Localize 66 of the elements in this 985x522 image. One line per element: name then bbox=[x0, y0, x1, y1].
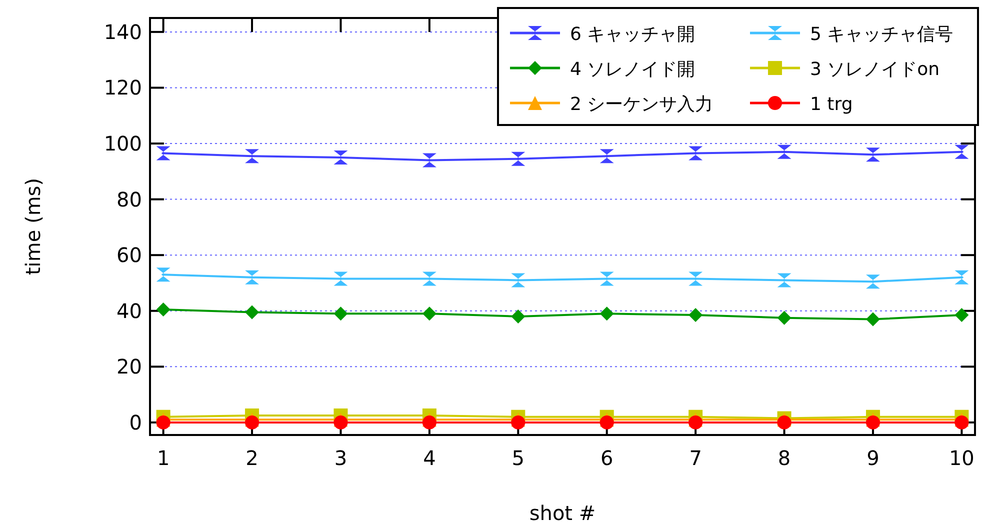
point bbox=[954, 415, 969, 430]
x-tick-label: 3 bbox=[334, 446, 348, 470]
point bbox=[422, 306, 436, 321]
legend-label: 4 ソレノイド開 bbox=[570, 59, 696, 80]
x-tick-label: 7 bbox=[689, 446, 702, 470]
legend-label: 3 ソレノイドon bbox=[810, 59, 940, 80]
point bbox=[156, 415, 170, 430]
point bbox=[511, 273, 526, 288]
point bbox=[156, 268, 170, 282]
point bbox=[688, 415, 703, 430]
point bbox=[954, 308, 969, 322]
x-tick-label: 2 bbox=[246, 446, 258, 470]
point bbox=[600, 272, 614, 286]
point bbox=[600, 149, 614, 164]
point bbox=[777, 415, 792, 430]
y-axis-title: time (ms) bbox=[21, 178, 45, 276]
point bbox=[777, 310, 792, 325]
point bbox=[511, 152, 526, 166]
point bbox=[422, 272, 436, 286]
point bbox=[866, 312, 880, 326]
point bbox=[688, 146, 703, 160]
point bbox=[511, 309, 526, 324]
point bbox=[511, 415, 526, 430]
point bbox=[688, 308, 703, 322]
point bbox=[156, 302, 170, 316]
legend-label: 5 キャッチャ信号 bbox=[810, 24, 954, 45]
point bbox=[245, 149, 260, 164]
point bbox=[688, 272, 703, 286]
x-axis-title: shot # bbox=[529, 501, 596, 522]
point bbox=[866, 274, 880, 289]
point bbox=[334, 150, 348, 164]
point bbox=[422, 415, 436, 430]
x-tick-label: 10 bbox=[948, 446, 974, 470]
point bbox=[156, 146, 170, 160]
point bbox=[245, 270, 260, 284]
x-tick-label: 6 bbox=[600, 446, 614, 470]
y-tick-label: 60 bbox=[116, 243, 142, 268]
y-tick-label: 80 bbox=[116, 187, 142, 212]
point bbox=[866, 415, 880, 430]
x-tick-label: 4 bbox=[423, 446, 436, 470]
point bbox=[245, 305, 260, 320]
y-tick-label: 100 bbox=[104, 132, 142, 156]
point bbox=[334, 415, 348, 430]
point bbox=[334, 306, 348, 321]
point bbox=[866, 148, 880, 162]
point bbox=[334, 272, 348, 286]
legend-label: 2 シーケンサ入力 bbox=[570, 94, 714, 115]
y-tick-label: 0 bbox=[129, 410, 142, 434]
point bbox=[777, 144, 792, 159]
point bbox=[954, 270, 969, 284]
y-tick-label: 40 bbox=[116, 298, 142, 323]
point bbox=[954, 144, 969, 159]
y-tick-label: 20 bbox=[116, 354, 142, 379]
y-tick-label: 140 bbox=[104, 20, 142, 44]
point bbox=[600, 306, 614, 321]
x-tick-label: 5 bbox=[512, 446, 525, 470]
point bbox=[245, 415, 260, 430]
legend-label: 1 trg bbox=[810, 94, 853, 115]
x-tick-label: 9 bbox=[866, 446, 880, 470]
x-tick-label: 1 bbox=[156, 446, 170, 470]
legend-label: 6 キャッチャ開 bbox=[570, 24, 696, 45]
point bbox=[600, 415, 614, 430]
x-tick-label: 8 bbox=[778, 446, 791, 470]
y-tick-label: 120 bbox=[104, 76, 142, 100]
point bbox=[422, 153, 436, 168]
point bbox=[777, 273, 792, 288]
